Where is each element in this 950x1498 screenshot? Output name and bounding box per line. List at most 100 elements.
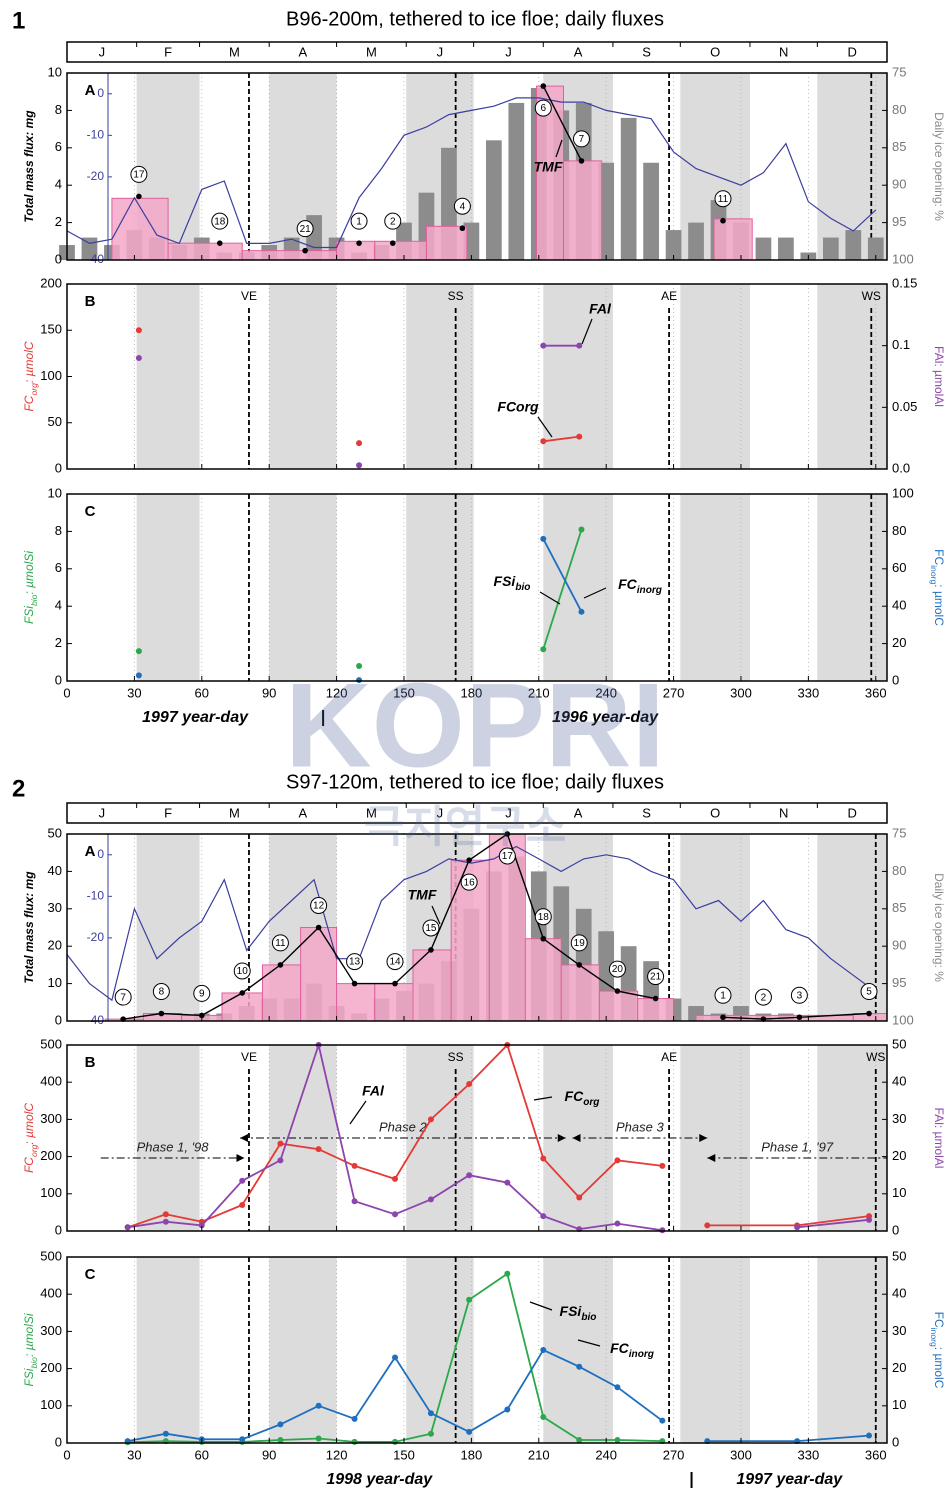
event-label: SS (448, 1050, 464, 1064)
flux-bar (713, 218, 753, 261)
month-label: J (99, 44, 106, 59)
y-axis-label: Total mass flux: mg (22, 110, 36, 223)
ice-opening-bar (867, 237, 884, 260)
panel-letter: C (85, 1266, 96, 1283)
label-part: org (29, 383, 39, 396)
series-point (540, 1413, 547, 1420)
series-point (277, 1140, 284, 1147)
sample-marker (233, 962, 251, 980)
sample-label: 4 (460, 201, 466, 212)
series-point (466, 1172, 473, 1179)
sample-marker (152, 983, 170, 1001)
month-label: N (779, 44, 788, 59)
x-tick-label: 30 (127, 1447, 141, 1462)
sample-label: 3 (797, 990, 803, 1001)
y2-tick-label: 0.05 (892, 399, 917, 414)
figure-label: 1 (12, 7, 25, 34)
tmf-point (866, 1010, 872, 1017)
panel-letter: C (85, 503, 96, 520)
series-point (124, 1224, 131, 1231)
x-axis-label: 1997 year-day (142, 709, 249, 726)
month-shade (136, 284, 200, 469)
y-tick-label: 400 (40, 1074, 62, 1089)
month-label: O (710, 44, 720, 59)
sample-marker (572, 130, 590, 148)
drift-line (66, 97, 877, 249)
ice-opening-bar (822, 237, 839, 260)
x-tick-label: 210 (528, 1447, 550, 1462)
month-label: J (505, 44, 512, 59)
y2-tick-label: 10 (892, 1397, 906, 1412)
sample-marker (271, 934, 289, 952)
label-part: : µmolC (932, 584, 946, 626)
series-point (614, 1384, 621, 1391)
sample-marker (211, 212, 229, 230)
sample-marker (570, 934, 588, 952)
series-point (794, 1224, 801, 1231)
y2-tick-label: 40 (892, 598, 906, 613)
y-tick-label: 0 (55, 672, 62, 687)
ice-opening-bar (485, 140, 502, 260)
y-tick-label: 0 (55, 1222, 62, 1237)
month-shade (680, 284, 750, 469)
x-tick-label: 120 (326, 685, 348, 700)
phase-arrow (699, 1134, 708, 1142)
series-annotation: FSibio (494, 573, 531, 593)
y2-tick-label: 20 (892, 635, 906, 650)
y2-axis-label: Daily ice opening: % (932, 112, 946, 221)
y2-tick-label: 80 (892, 523, 906, 538)
series-point (162, 1211, 169, 1218)
sample-marker (714, 986, 732, 1004)
sample-marker (714, 190, 732, 208)
series-point (540, 342, 547, 349)
month-shade (817, 73, 887, 260)
phase-label: Phase 1, '97 (761, 1139, 834, 1154)
ice-opening-bar (688, 222, 704, 260)
x-tick-label: 60 (195, 685, 209, 700)
panel-letter: A (85, 843, 96, 860)
event-label: VE (241, 289, 257, 303)
tmf-point (277, 962, 284, 968)
sample-label: 17 (133, 170, 145, 181)
month-label: J (99, 805, 106, 820)
figure-label: 2 (12, 775, 25, 802)
series-point (576, 433, 583, 440)
series-point (239, 1201, 246, 1208)
ice-opening-bar (778, 237, 794, 260)
phase-arrow (236, 1154, 245, 1162)
annotation-arrow (577, 1339, 601, 1347)
series-point (392, 1175, 398, 1182)
y-axis-label: FSibio: µmolSi (22, 551, 39, 624)
series-point (614, 1157, 621, 1164)
phase-arrow (557, 1134, 566, 1142)
y2-tick-label: 75 (892, 64, 906, 79)
tmf-point (428, 947, 434, 953)
y2-tick-label: 100 (892, 251, 914, 266)
event-label: WS (862, 289, 881, 303)
watermark: KOPRI (285, 659, 665, 793)
series-point (427, 1116, 434, 1123)
series-point (659, 1162, 666, 1169)
sample-marker (460, 873, 478, 891)
month-label: S (642, 44, 651, 59)
label-part: bio (29, 594, 39, 606)
x-tick-label: 300 (730, 1447, 752, 1462)
sample-marker (498, 847, 516, 865)
x-tick-label: 300 (730, 685, 752, 700)
y2-tick-label: 90 (892, 177, 906, 192)
y2-tick-label: 80 (892, 102, 906, 117)
label-part: FC (618, 576, 638, 592)
annotation-arrow (537, 416, 553, 438)
sample-label: 8 (159, 987, 165, 998)
flux-bar (167, 242, 243, 261)
tmf-point (578, 158, 585, 164)
y-tick-label: 6 (55, 139, 62, 154)
series-annotation: FAl (362, 1083, 385, 1099)
annotation-arrow (555, 139, 563, 158)
flux-bar (637, 998, 675, 1022)
label-part: inorg (637, 585, 662, 596)
ice-opening-bar (665, 230, 682, 260)
x-tick-label: 0 (63, 685, 70, 700)
sample-label: 18 (214, 216, 226, 227)
month-label: M (229, 44, 240, 59)
